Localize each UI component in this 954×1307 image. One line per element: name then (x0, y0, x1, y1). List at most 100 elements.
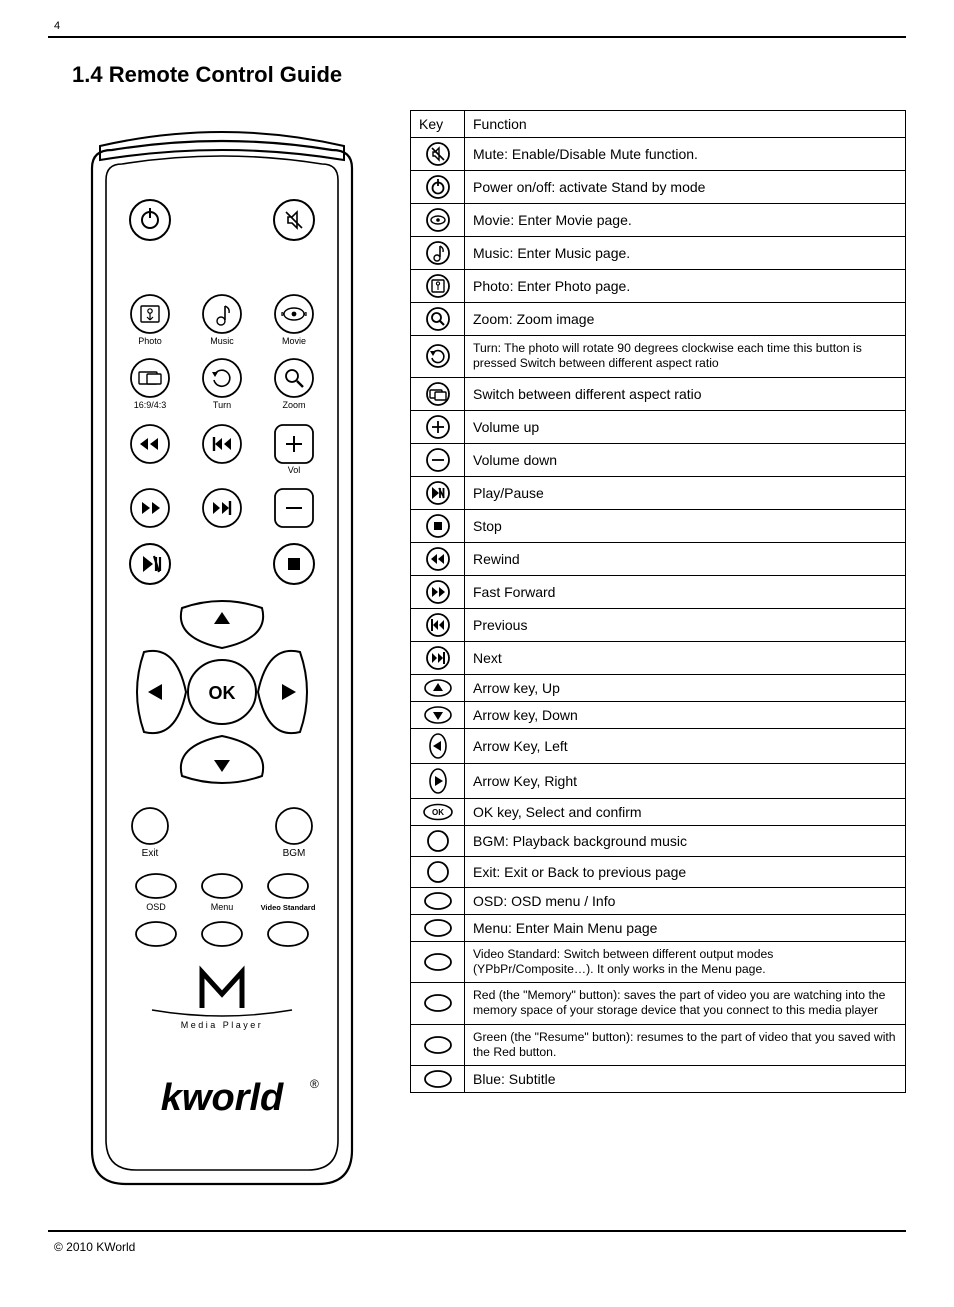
copyright: © 2010 KWorld (54, 1240, 906, 1254)
table-row: Red (the "Memory" button): saves the par… (411, 983, 906, 1025)
key-icon-oval (411, 914, 465, 941)
table-row: Mute: Enable/Disable Mute function. (411, 138, 906, 171)
function-text: Power on/off: activate Stand by mode (465, 171, 906, 204)
turn-label: Turn (213, 400, 231, 410)
key-icon-mute (411, 138, 465, 171)
table-row: Volume down (411, 443, 906, 476)
table-row: Previous (411, 608, 906, 641)
function-text: Stop (465, 509, 906, 542)
function-text: OK key, Select and confirm (465, 798, 906, 825)
function-text: Red (the "Memory" button): saves the par… (465, 983, 906, 1025)
ok-label: OK (209, 683, 236, 703)
key-icon-oval (411, 983, 465, 1025)
function-text: Movie: Enter Movie page. (465, 204, 906, 237)
function-text: Next (465, 641, 906, 674)
remote-illustration: Photo Music Movie (48, 110, 372, 1200)
function-text: Volume up (465, 410, 906, 443)
key-icon-prev (411, 608, 465, 641)
key-icon-circle (411, 856, 465, 887)
key-icon-oval (411, 941, 465, 983)
key-icon-zoom (411, 303, 465, 336)
osd-label: OSD (146, 902, 166, 912)
function-text: Play/Pause (465, 476, 906, 509)
content-columns: Photo Music Movie (48, 110, 906, 1200)
table-row: Photo: Enter Photo page. (411, 270, 906, 303)
table-row: Arrow Key, Left (411, 728, 906, 763)
key-icon-arrow_up (411, 674, 465, 701)
table-row: Switch between different aspect ratio (411, 377, 906, 410)
key-icon-rewind (411, 542, 465, 575)
aspect-label: 16:9/4:3 (134, 400, 167, 410)
function-text: Arrow Key, Right (465, 763, 906, 798)
function-text: Mute: Enable/Disable Mute function. (465, 138, 906, 171)
table-row: Video Standard: Switch between different… (411, 941, 906, 983)
table-row: Menu: Enter Main Menu page (411, 914, 906, 941)
function-text: OSD: OSD menu / Info (465, 887, 906, 914)
function-text: Fast Forward (465, 575, 906, 608)
function-text: Arrow Key, Left (465, 728, 906, 763)
function-text: Arrow key, Up (465, 674, 906, 701)
zoom-label: Zoom (282, 400, 305, 410)
key-icon-power (411, 171, 465, 204)
svg-text:OK: OK (432, 808, 444, 817)
key-icon-turn (411, 336, 465, 378)
table-row: Blue: Subtitle (411, 1066, 906, 1093)
function-text: Arrow key, Down (465, 701, 906, 728)
table-row: Power on/off: activate Stand by mode (411, 171, 906, 204)
key-icon-oval (411, 1066, 465, 1093)
key-icon-voldown (411, 443, 465, 476)
photo-label: Photo (138, 336, 162, 346)
key-icon-playpause (411, 476, 465, 509)
top-rule (48, 36, 906, 38)
remote-svg: Photo Music Movie (72, 110, 372, 1200)
bottom-rule (48, 1230, 906, 1232)
exit-label: Exit (142, 848, 159, 859)
table-row: Turn: The photo will rotate 90 degrees c… (411, 336, 906, 378)
function-text: Menu: Enter Main Menu page (465, 914, 906, 941)
function-text: Photo: Enter Photo page. (465, 270, 906, 303)
key-icon-ok: OK (411, 798, 465, 825)
function-table: Key Function Mute: Enable/Disable Mute f… (410, 110, 906, 1093)
function-text: Exit: Exit or Back to previous page (465, 856, 906, 887)
key-icon-arrow_down (411, 701, 465, 728)
function-text: Rewind (465, 542, 906, 575)
vol-label: Vol (288, 465, 301, 475)
table-row: Green (the "Resume" button): resumes to … (411, 1024, 906, 1066)
table-row: Arrow key, Down (411, 701, 906, 728)
key-icon-oval (411, 1024, 465, 1066)
key-icon-arrow_right (411, 763, 465, 798)
function-text: Volume down (465, 443, 906, 476)
bgm-label: BGM (283, 848, 306, 859)
key-icon-stop (411, 509, 465, 542)
function-table-container: Key Function Mute: Enable/Disable Mute f… (410, 110, 906, 1093)
function-text: Zoom: Zoom image (465, 303, 906, 336)
key-icon-next (411, 641, 465, 674)
table-header-key: Key (411, 111, 465, 138)
function-text: Switch between different aspect ratio (465, 377, 906, 410)
table-row: Volume up (411, 410, 906, 443)
key-icon-aspect (411, 377, 465, 410)
key-icon-volup (411, 410, 465, 443)
function-text: Previous (465, 608, 906, 641)
menu-label: Menu (211, 902, 234, 912)
table-row: Fast Forward (411, 575, 906, 608)
table-row: Arrow key, Up (411, 674, 906, 701)
table-row: Zoom: Zoom image (411, 303, 906, 336)
key-icon-oval (411, 887, 465, 914)
music-label: Music (210, 336, 234, 346)
key-icon-movie (411, 204, 465, 237)
page-number: 4 (54, 20, 906, 32)
function-text: Turn: The photo will rotate 90 degrees c… (465, 336, 906, 378)
brand-reg: ® (310, 1077, 319, 1091)
table-row: OSD: OSD menu / Info (411, 887, 906, 914)
movie-label: Movie (282, 336, 306, 346)
media-player-label: Media Player (181, 1020, 264, 1030)
table-header-function: Function (465, 111, 906, 138)
key-icon-music (411, 237, 465, 270)
table-row: BGM: Playback background music (411, 825, 906, 856)
function-text: BGM: Playback background music (465, 825, 906, 856)
table-row: Arrow Key, Right (411, 763, 906, 798)
section-title: 1.4 Remote Control Guide (72, 62, 906, 88)
videostd-label: Video Standard (261, 903, 316, 912)
table-row: Rewind (411, 542, 906, 575)
